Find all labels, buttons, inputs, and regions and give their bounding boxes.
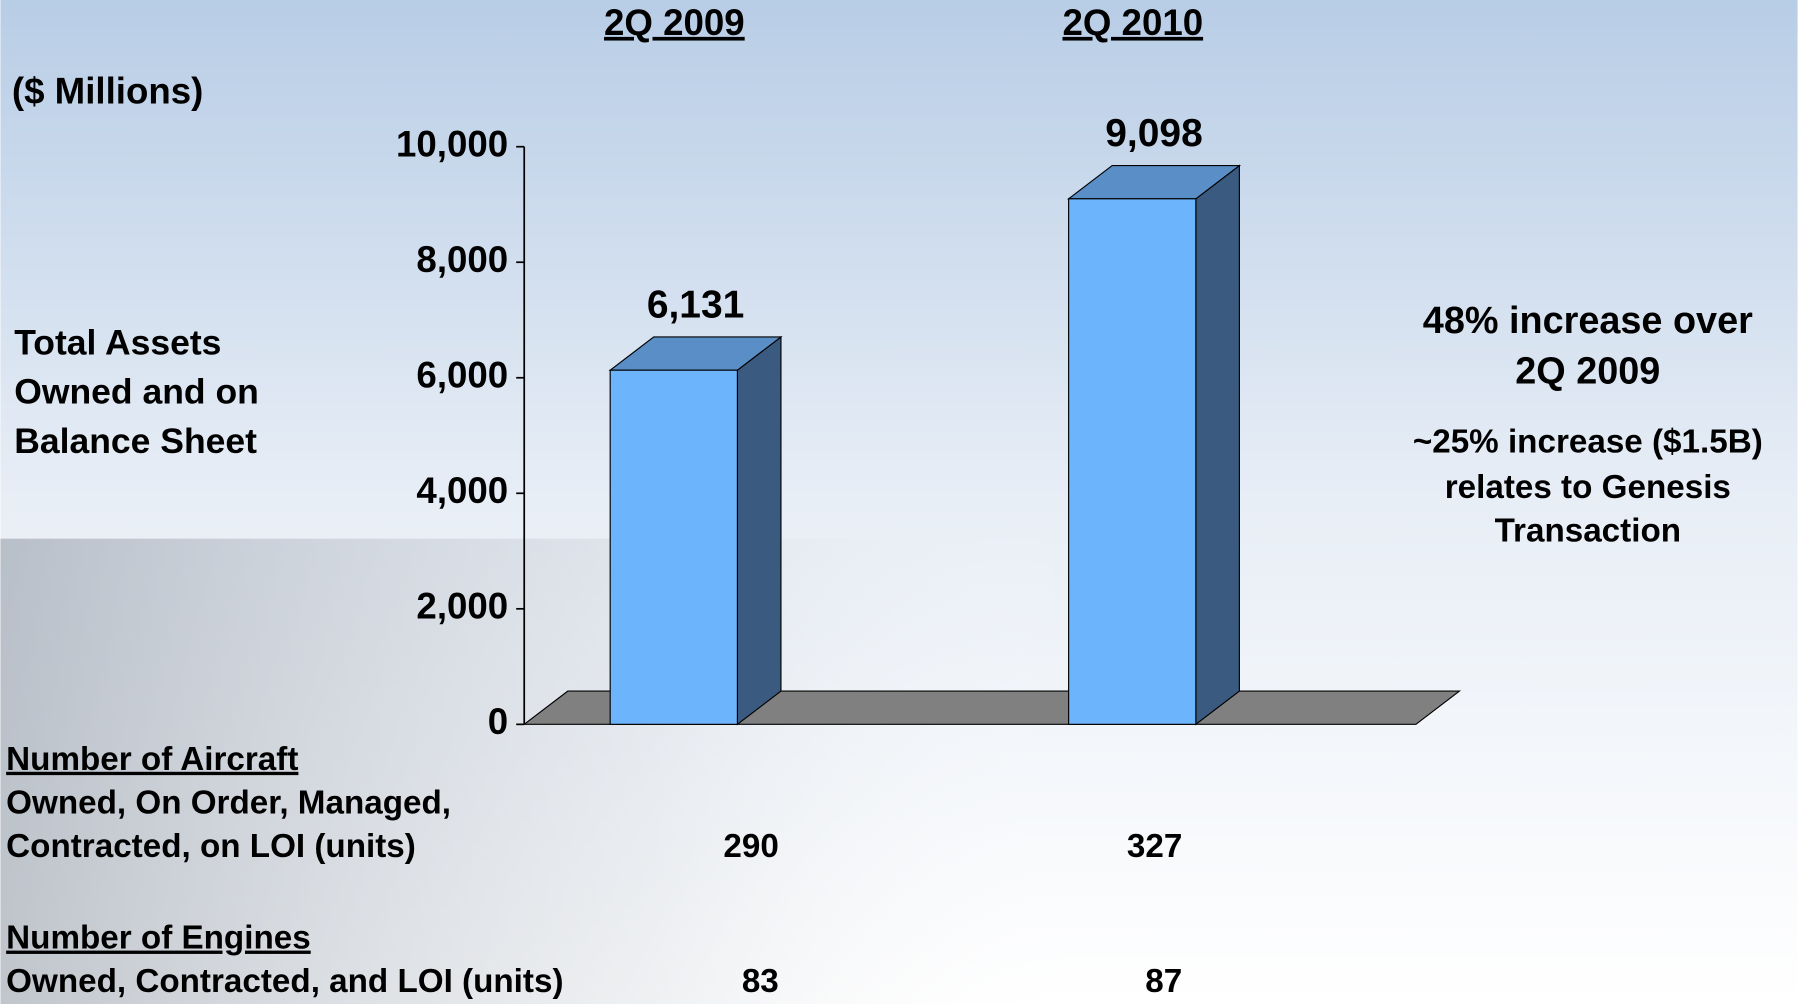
row-label: Contracted, on LOI (units) — [6, 828, 416, 865]
annotation: 48% increase over — [1423, 300, 1753, 342]
chart: ($ Millions) 0 2,000 4,000 6,000 8,000 10,000… — [0, 0, 1798, 1004]
y-tick-label: 0 — [488, 701, 508, 742]
row-value: 83 — [742, 963, 779, 1000]
value-label: 9,098 — [1105, 112, 1202, 155]
y-axis-label: ($ Millions) — [12, 71, 203, 112]
annotation: ~25% increase ($1.5B) — [1413, 423, 1763, 460]
side-label: Balance Sheet — [14, 421, 257, 461]
category-label: 2Q 2009 — [604, 2, 745, 43]
row-value: 290 — [723, 828, 778, 865]
side-label: Total Assets — [14, 322, 221, 362]
y-tick-label: 6,000 — [416, 354, 508, 395]
value-label: 6,131 — [647, 283, 744, 326]
row-value: 87 — [1145, 963, 1182, 1000]
annotation: 2Q 2009 — [1515, 351, 1660, 393]
y-tick-label: 8,000 — [416, 239, 508, 280]
side-label: Owned and on — [14, 372, 259, 412]
annotation: Transaction — [1495, 513, 1681, 550]
row-value: 327 — [1127, 828, 1182, 865]
bar-side — [1196, 166, 1240, 725]
row-header: Number of Aircraft — [6, 741, 298, 778]
row-label: Owned, Contracted, and LOI (units) — [6, 963, 563, 1000]
row-header: Number of Engines — [6, 920, 311, 957]
y-tick-label: 2,000 — [416, 586, 508, 627]
row-label: Owned, On Order, Managed, — [6, 784, 451, 821]
annotation: relates to Genesis — [1445, 469, 1731, 506]
category-label: 2Q 2010 — [1062, 2, 1203, 43]
bar — [1069, 199, 1196, 725]
bar — [610, 370, 737, 724]
y-tick-label: 4,000 — [416, 470, 508, 511]
y-tick-label: 10,000 — [396, 123, 508, 164]
bar-side — [737, 337, 781, 724]
page: ($ Millions) 0 2,000 4,000 6,000 8,000 10,000… — [0, 0, 1798, 1004]
